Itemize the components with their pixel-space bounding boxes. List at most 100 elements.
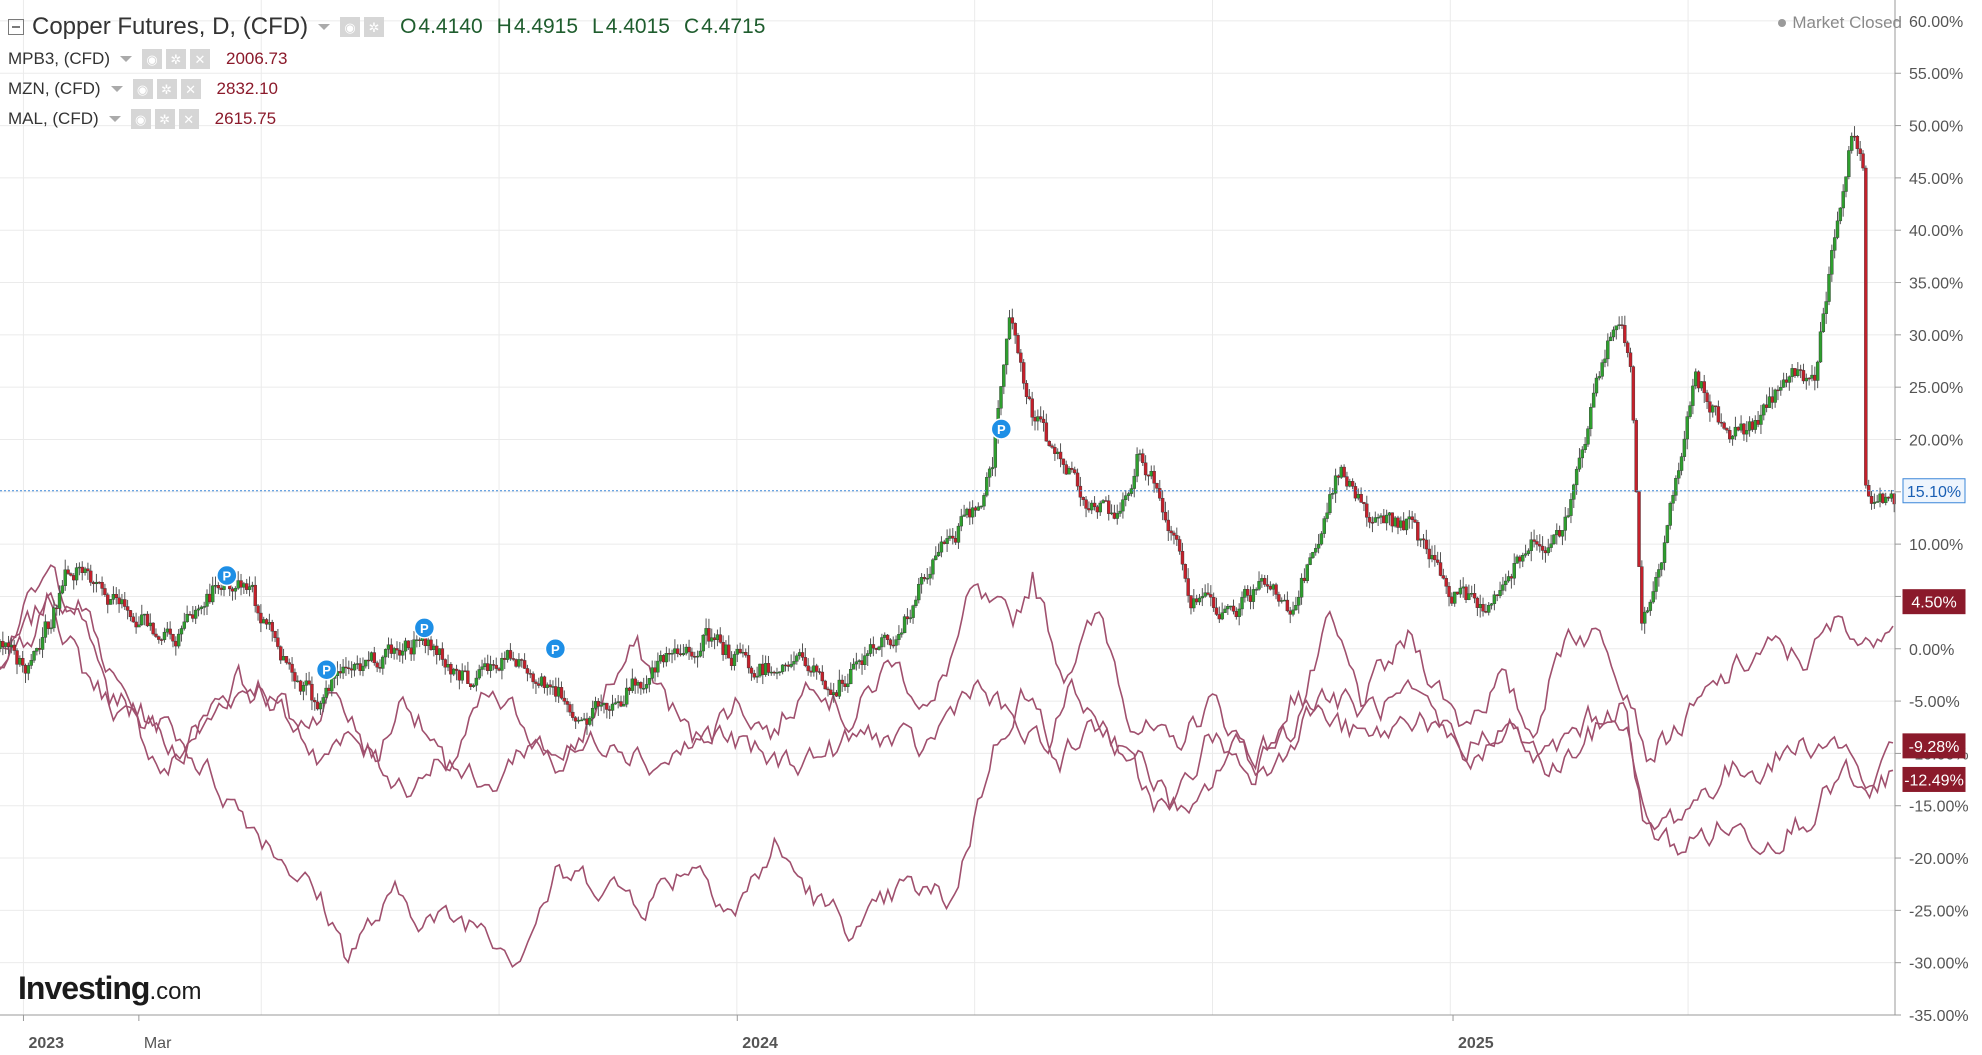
candle-body xyxy=(151,622,155,635)
candle-body xyxy=(440,648,445,660)
candle-body xyxy=(568,704,572,713)
candle-body xyxy=(1345,476,1349,487)
candle-body xyxy=(1611,329,1616,338)
candle-body xyxy=(1311,552,1315,558)
event-marker-icon[interactable] xyxy=(544,638,567,660)
candle-body xyxy=(1007,317,1012,340)
candle-body xyxy=(1350,481,1355,487)
candle-body xyxy=(1844,176,1848,192)
close-icon[interactable]: ✕ xyxy=(180,79,201,99)
chevron-down-icon[interactable] xyxy=(110,86,123,92)
candle-body xyxy=(1657,569,1661,578)
candle-body xyxy=(341,666,345,674)
candle-body xyxy=(3,642,8,647)
candle-body xyxy=(1308,557,1312,565)
candle-body xyxy=(193,609,198,619)
candle-body xyxy=(1027,396,1032,399)
candle-body xyxy=(216,585,221,589)
candle-body xyxy=(37,648,42,650)
candle-body xyxy=(559,687,564,699)
compare-symbol-label[interactable]: MPB3, (CFD) xyxy=(8,49,110,68)
candle-body xyxy=(1314,548,1318,553)
compare-line xyxy=(0,571,1894,777)
event-marker-icon[interactable] xyxy=(315,658,338,681)
candle-body xyxy=(403,640,408,652)
gear-icon[interactable]: ✲ xyxy=(154,109,175,129)
x-tick-label: 2025 xyxy=(1458,1035,1494,1052)
candle-body xyxy=(1555,530,1559,536)
candle-body xyxy=(208,593,212,603)
y-tick-label: 40.00% xyxy=(1909,223,1963,240)
candle-body xyxy=(264,619,269,625)
candle-body xyxy=(202,606,206,608)
candle-body xyxy=(432,645,436,650)
event-marker-icon[interactable] xyxy=(216,564,238,587)
candle-body xyxy=(1348,481,1352,487)
candle-body xyxy=(52,607,56,629)
candle-body xyxy=(826,688,830,691)
gear-icon[interactable]: ✲ xyxy=(166,49,186,69)
candle-body xyxy=(1589,407,1593,429)
candle-body xyxy=(1529,539,1533,551)
candle-body xyxy=(1623,325,1627,344)
candle-body xyxy=(741,652,745,654)
chevron-down-icon[interactable] xyxy=(108,116,121,122)
event-marker-label: P xyxy=(551,642,560,657)
close-icon[interactable]: ✕ xyxy=(190,49,210,69)
close-icon[interactable]: ✕ xyxy=(178,109,199,129)
candle-body xyxy=(1115,513,1119,519)
candle-body xyxy=(817,671,822,673)
candle-body xyxy=(191,614,195,619)
event-marker-icon[interactable] xyxy=(990,418,1013,440)
candle-body xyxy=(1163,511,1168,521)
candle-body xyxy=(758,663,762,677)
candle-body xyxy=(1625,342,1630,353)
candle-body xyxy=(491,664,496,666)
collapse-icon[interactable] xyxy=(8,19,24,35)
candle-body xyxy=(247,586,252,590)
candle-body xyxy=(556,687,561,697)
candle-body xyxy=(1333,475,1338,494)
compare-symbol-label[interactable]: MAL, (CFD) xyxy=(8,109,99,128)
candle-body xyxy=(1742,423,1746,435)
candle-body xyxy=(449,664,453,675)
candle-body xyxy=(296,680,300,683)
compare-symbol-label[interactable]: MZN, (CFD) xyxy=(8,79,101,98)
candle-body xyxy=(69,573,73,576)
candle-body xyxy=(990,467,995,470)
candle-body xyxy=(795,655,799,662)
event-markers[interactable]: P P P P P xyxy=(216,418,1013,681)
candle-body xyxy=(1407,516,1412,520)
compare-value: 2615.75 xyxy=(214,109,277,128)
eye-icon[interactable]: ◉ xyxy=(340,17,361,37)
event-marker-icon[interactable] xyxy=(413,617,436,639)
candle-body xyxy=(588,717,592,725)
candle-body xyxy=(1373,517,1377,523)
candle-body xyxy=(1694,371,1698,387)
candle-body xyxy=(962,514,966,517)
candle-body xyxy=(571,711,575,718)
eye-icon[interactable]: ◉ xyxy=(132,79,153,99)
eye-icon[interactable]: ◉ xyxy=(142,49,162,69)
candle-body xyxy=(1461,586,1465,589)
candle-body xyxy=(1141,453,1145,463)
candle-body xyxy=(1747,421,1752,431)
candle-body xyxy=(1365,503,1369,518)
eye-icon[interactable]: ◉ xyxy=(130,109,151,129)
main-symbol-label[interactable]: Copper Futures, D, (CFD) xyxy=(32,13,309,40)
chevron-down-icon[interactable] xyxy=(120,56,132,62)
candle-body xyxy=(1586,428,1590,445)
candle-body xyxy=(1804,377,1809,382)
candle-body xyxy=(1705,392,1709,402)
candle-body xyxy=(1538,544,1542,547)
gear-icon[interactable]: ✲ xyxy=(364,17,385,37)
candle-body xyxy=(729,657,734,666)
candle-body xyxy=(605,702,609,710)
gear-icon[interactable]: ✲ xyxy=(156,79,177,99)
candle-body xyxy=(1291,609,1295,615)
brand-logo: Investing.com xyxy=(18,970,201,1007)
chevron-down-icon[interactable] xyxy=(318,24,331,30)
candle-body xyxy=(976,506,981,511)
candle-body xyxy=(908,617,912,620)
